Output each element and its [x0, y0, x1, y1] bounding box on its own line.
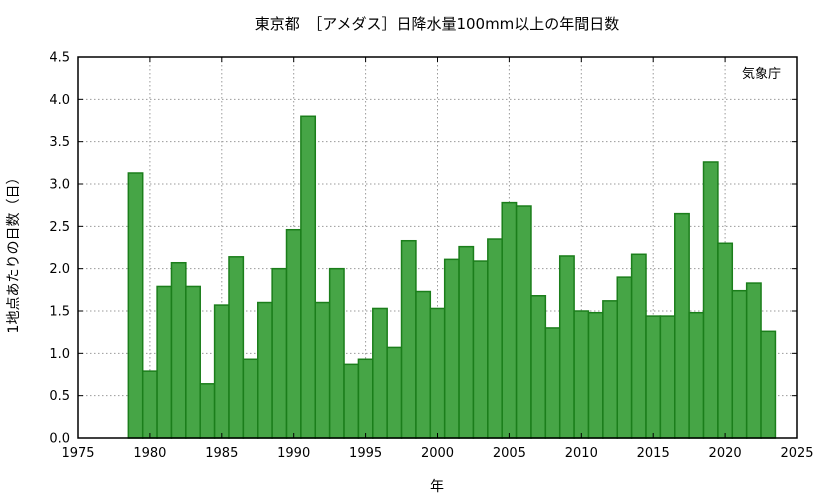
bar-2000: [429, 307, 446, 439]
bar-1996: [372, 307, 388, 439]
bar-1981: [156, 285, 173, 439]
bar-1985: [213, 304, 230, 439]
x-tick-label: 2020: [709, 446, 742, 461]
bar-2020: [717, 242, 734, 439]
bar-2010: [573, 310, 590, 439]
credit-label: 気象庁: [742, 66, 781, 82]
x-tick-label: 1975: [61, 446, 94, 461]
bar-2008: [544, 327, 561, 439]
bar-2001: [443, 258, 460, 439]
y-tick-label: 3.5: [49, 135, 70, 150]
bar-2005: [501, 201, 518, 439]
bar-2023: [760, 330, 777, 439]
y-tick-label: 4.0: [49, 93, 70, 108]
bar-2012: [602, 300, 618, 439]
y-tick-label: 2.0: [49, 262, 70, 277]
x-tick-label: 1980: [133, 446, 166, 461]
x-tick-label: 1985: [205, 446, 238, 461]
bar-1983: [185, 285, 201, 439]
y-tick-label: 4.5: [49, 51, 70, 66]
bar-1989: [271, 267, 288, 439]
y-tick-label: 3.0: [49, 178, 70, 193]
bar-1994: [343, 363, 360, 439]
bar-1998: [400, 239, 417, 439]
bar-2016: [659, 315, 676, 439]
y-tick-label: 1.5: [49, 305, 70, 320]
bar-2002: [458, 245, 475, 439]
bar-2015: [645, 315, 662, 439]
x-tick-label: 2010: [565, 446, 598, 461]
bar-2022: [745, 282, 762, 439]
y-axis-label: 1地点あたりの日数（日）: [6, 171, 22, 334]
bar-1992: [314, 301, 331, 439]
bar-1986: [228, 256, 245, 439]
bar-2021: [731, 289, 748, 439]
bar-1980: [141, 370, 158, 439]
bar-2007: [530, 295, 547, 439]
bar-1990: [285, 228, 302, 439]
x-tick-label: 2015: [637, 446, 670, 461]
bar-1984: [199, 383, 216, 439]
x-axis-label: 年: [430, 479, 444, 495]
x-tick-label: 2025: [780, 446, 813, 461]
x-tick-label: 2000: [421, 446, 454, 461]
x-tick-label: 1995: [349, 446, 382, 461]
bar-1999: [415, 290, 432, 439]
bar-2009: [558, 255, 575, 439]
y-tick-label: 0.0: [49, 432, 70, 447]
ticks: 1975 1980 1985 1990 1995 2000 2005 2010 2015 2020…: [49, 51, 813, 462]
bar-1979: [127, 172, 144, 439]
y-tick-label: 0.5: [49, 389, 70, 404]
bar-1997: [386, 346, 403, 439]
bar-1993: [328, 267, 345, 439]
y-tick-label: 2.5: [49, 220, 70, 235]
bar-2017: [674, 212, 690, 439]
bar-2013: [616, 276, 633, 439]
bar-2011: [587, 311, 604, 439]
bar-2014: [630, 253, 647, 439]
bar-1991: [300, 115, 317, 439]
bar-2003: [472, 260, 489, 439]
bar-1982: [170, 261, 187, 439]
bar-2018: [688, 311, 705, 439]
chart-title: 東京都 ［アメダス］日降水量100mm以上の年間日数: [255, 15, 620, 33]
bar-2019: [702, 161, 719, 439]
bar-2004: [487, 238, 503, 439]
x-tick-label: 1990: [277, 446, 310, 461]
bar-1988: [257, 301, 273, 439]
y-tick-label: 1.0: [49, 347, 70, 362]
x-tick-label: 2005: [493, 446, 526, 461]
bar-2006: [515, 205, 532, 439]
bar-1995: [357, 358, 374, 439]
bars: [127, 115, 777, 439]
bar-1987: [242, 358, 259, 439]
